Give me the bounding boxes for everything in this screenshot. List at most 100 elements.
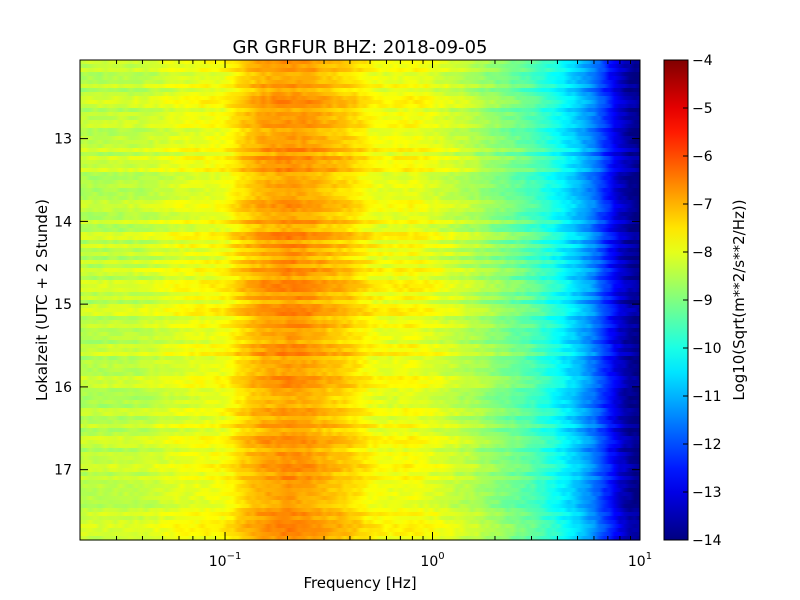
heatmap-row: [80, 276, 640, 281]
heatmap-row: [80, 408, 640, 413]
heatmap-row: [80, 212, 640, 217]
heatmap-row: [80, 204, 640, 209]
x-tick-label: 101: [628, 551, 652, 570]
colorbar-tick-label: −5: [692, 101, 713, 117]
heatmap-row: [80, 376, 640, 381]
heatmap-row: [80, 92, 640, 97]
heatmap-row: [80, 172, 640, 177]
plot-frame: [79, 59, 641, 541]
heatmap-row: [80, 80, 640, 85]
heatmap-row: [80, 88, 640, 93]
y-tick-label: 14: [54, 214, 72, 230]
heatmap-row: [80, 108, 640, 113]
heatmap-row: [80, 428, 640, 433]
heatmap-row: [80, 264, 640, 269]
colorbar-tick-label: −8: [692, 245, 713, 261]
heatmap-row: [80, 364, 640, 369]
colorbar-tick-label: −12: [692, 437, 722, 453]
x-tick-label: 100: [420, 551, 444, 570]
colorbar-tick-label: −14: [692, 533, 722, 549]
heatmap-row: [80, 76, 640, 81]
heatmap-row: [80, 420, 640, 425]
heatmap-row: [80, 388, 640, 393]
heatmap-row: [80, 484, 640, 489]
heatmap-row: [80, 196, 640, 201]
heatmap-row: [80, 528, 640, 533]
heatmap-row: [80, 292, 640, 297]
heatmap-row: [80, 308, 640, 313]
heatmap-row: [80, 144, 640, 149]
heatmap-row: [80, 436, 640, 441]
heatmap-row: [80, 260, 640, 265]
heatmap-row: [80, 396, 640, 401]
colorbar-tick-label: −4: [692, 53, 713, 69]
y-tick-label: 16: [54, 380, 72, 396]
heatmap-row: [80, 344, 640, 349]
heatmap-row: [80, 132, 640, 137]
heatmap-row: [80, 488, 640, 493]
heatmap-row: [80, 140, 640, 145]
heatmap-row: [80, 472, 640, 477]
heatmap-row: [80, 188, 640, 193]
heatmap-row: [80, 112, 640, 117]
heatmap-row: [80, 232, 640, 237]
heatmap-row: [80, 224, 640, 229]
heatmap-row: [80, 468, 640, 473]
heatmap-row: [80, 128, 640, 133]
heatmap-row: [80, 304, 640, 309]
heatmap-row: [80, 160, 640, 165]
heatmap-row: [80, 240, 640, 245]
heatmap-row: [80, 336, 640, 341]
colorbar-tick-label: −6: [692, 149, 713, 165]
heatmap-row: [80, 368, 640, 373]
x-tick-label: 10−1: [209, 551, 242, 570]
heatmap-row: [80, 244, 640, 249]
plot-area: 10−1 100 101 13 14 15 16 17: [54, 59, 652, 570]
heatmap-row: [80, 380, 640, 385]
y-tick-label: 15: [54, 297, 72, 313]
heatmap-image: [80, 60, 640, 541]
heatmap-row: [80, 536, 640, 541]
heatmap-row: [80, 200, 640, 205]
heatmap-row: [80, 332, 640, 337]
heatmap-row: [80, 184, 640, 189]
heatmap-row: [80, 180, 640, 185]
heatmap-row: [80, 288, 640, 293]
x-axis-label: Frequency [Hz]: [303, 574, 416, 592]
heatmap-row: [80, 176, 640, 181]
heatmap-row: [80, 124, 640, 129]
heatmap-row: [80, 64, 640, 69]
heatmap-row: [80, 384, 640, 389]
heatmap-row: [80, 424, 640, 429]
colorbar-tick-label: −7: [692, 197, 713, 213]
heatmap-row: [80, 504, 640, 509]
heatmap-row: [80, 464, 640, 469]
heatmap-row: [80, 136, 640, 141]
heatmap-row: [80, 520, 640, 525]
heatmap-row: [80, 348, 640, 353]
heatmap-row: [80, 476, 640, 481]
heatmap-row: [80, 120, 640, 125]
heatmap-row: [80, 268, 640, 273]
heatmap-row: [80, 220, 640, 225]
colorbar-tick-label: −9: [692, 293, 713, 309]
heatmap-row: [80, 228, 640, 233]
heatmap-row: [80, 360, 640, 365]
heatmap-row: [80, 84, 640, 89]
heatmap-row: [80, 372, 640, 377]
heatmap-row: [80, 392, 640, 397]
heatmap-row: [80, 72, 640, 77]
heatmap-row: [80, 116, 640, 121]
y-axis-label: Lokalzeit (UTC + 2 Stunde): [33, 199, 51, 401]
heatmap-row: [80, 404, 640, 409]
heatmap-row: [80, 324, 640, 329]
heatmap-row: [80, 496, 640, 501]
heatmap-row: [80, 148, 640, 153]
heatmap-row: [80, 512, 640, 517]
heatmap-row: [80, 340, 640, 345]
heatmap-row: [80, 256, 640, 261]
heatmap-row: [80, 284, 640, 289]
heatmap-row: [80, 316, 640, 321]
heatmap-row: [80, 68, 640, 73]
